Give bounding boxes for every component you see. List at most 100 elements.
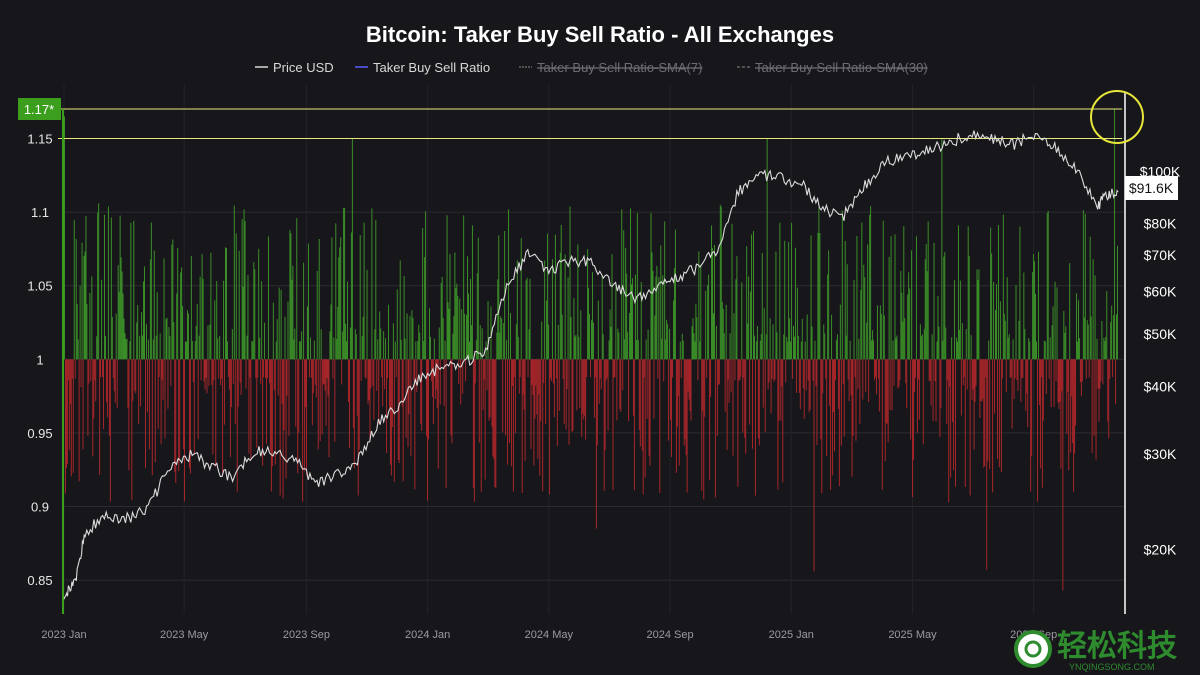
ratio-bar [900, 270, 902, 360]
ratio-bar [547, 233, 549, 360]
ratio-bar [377, 339, 379, 360]
ratio-bar [198, 335, 200, 360]
ratio-bar [690, 359, 692, 421]
ratio-bar [139, 336, 141, 360]
ratio-bar [310, 359, 312, 378]
legend-item-price[interactable]: Price USD [255, 60, 334, 75]
ratio-bar [148, 359, 150, 450]
ratio-bar [238, 250, 240, 360]
ratio-bar [761, 253, 763, 360]
ratio-bar [785, 359, 787, 383]
ratio-bar [1034, 261, 1036, 360]
ratio-bar [273, 359, 275, 391]
legend-item-ratio[interactable]: Taker Buy Sell Ratio [355, 60, 490, 75]
ratio-bar [413, 359, 415, 382]
ratio-bar [731, 223, 733, 360]
ratio-bar [722, 308, 724, 360]
ratio-bar [376, 359, 378, 391]
ratio-bar [887, 359, 889, 443]
ratio-bar [417, 340, 419, 360]
ratio-bar [421, 359, 423, 431]
highlight-circle [1090, 90, 1144, 144]
ratio-bar [766, 138, 768, 360]
reference-label-box [18, 98, 61, 121]
ratio-bar [488, 359, 490, 421]
ratio-bar [909, 288, 911, 360]
ratio-bar [532, 359, 534, 395]
ratio-bar [738, 359, 740, 381]
ratio-bar [498, 235, 500, 360]
ratio-bar [1000, 359, 1002, 473]
ratio-bar [510, 359, 512, 467]
ratio-bar [135, 359, 137, 394]
ratio-bar [500, 316, 502, 360]
ratio-bar [131, 359, 133, 501]
ratio-bar [926, 271, 928, 360]
ratio-bar [213, 359, 215, 381]
ratio-bar [491, 359, 493, 427]
ratio-bar [314, 359, 316, 385]
ratio-bar [1096, 338, 1098, 360]
ratio-bar [1095, 359, 1097, 460]
ratio-bar [833, 359, 835, 412]
ratio-bar [199, 276, 201, 360]
ratio-bar [486, 359, 488, 391]
ratio-bar [595, 359, 597, 529]
ratio-bar [655, 276, 657, 360]
ratio-bar [196, 304, 198, 360]
ratio-bar [246, 335, 248, 360]
ratio-bar [527, 359, 529, 378]
ratio-bar [383, 331, 385, 360]
ratio-bar [541, 321, 543, 360]
ratio-bar [564, 254, 566, 360]
ratio-bar [927, 221, 929, 360]
ratio-bar [936, 341, 938, 360]
ratio-bar [1004, 320, 1006, 360]
ratio-bar [677, 359, 679, 397]
ratio-bar [860, 289, 862, 360]
ratio-bar [633, 359, 635, 491]
ratio-bar [152, 339, 154, 360]
ratio-bar [429, 336, 431, 360]
ratio-bar [319, 359, 321, 442]
ratio-bar [627, 331, 629, 360]
ratio-bar [567, 277, 569, 360]
ratio-bar [266, 359, 268, 379]
ratio-bar [1111, 305, 1113, 360]
ratio-bar [560, 224, 562, 360]
price-line [63, 130, 1119, 600]
ratio-bar [767, 359, 769, 390]
ratio-bar [608, 340, 610, 360]
ratio-bar [211, 359, 213, 385]
ratio-bar [680, 359, 682, 379]
ratio-bar [933, 242, 935, 360]
ratio-bar [150, 222, 152, 360]
ratio-bar [739, 359, 741, 380]
ratio-bar [107, 206, 109, 360]
legend-label-sma30: Taker Buy Sell Ratio-SMA(30) [755, 60, 928, 75]
ratio-bar [490, 306, 492, 360]
ratio-bar [1020, 359, 1022, 403]
ratio-bar [711, 225, 713, 360]
ratio-bar [516, 260, 518, 360]
ratio-bar [160, 359, 162, 445]
ratio-bar [762, 359, 764, 408]
ratio-bar [237, 359, 239, 407]
ratio-bar [1117, 245, 1118, 360]
ratio-bar [858, 338, 860, 360]
legend-item-sma30[interactable]: Taker Buy Sell Ratio-SMA(30) [737, 60, 928, 75]
ratio-bar [978, 269, 980, 360]
ratio-bar [336, 338, 338, 360]
ratio-bar [179, 359, 181, 459]
ratio-bar [208, 359, 210, 387]
ratio-bar [232, 359, 234, 385]
left-tick-label-2: 1.05 [27, 279, 52, 294]
ratio-bar [952, 359, 954, 422]
ratio-bar [717, 359, 719, 386]
right-tick-label-6: $30K [1144, 446, 1177, 462]
ratio-bar [105, 359, 107, 403]
ratio-bar [476, 273, 478, 360]
ratio-bar [876, 305, 878, 360]
ratio-bar [159, 333, 161, 360]
legend-item-sma7[interactable]: Taker Buy Sell Ratio-SMA(7) [519, 60, 702, 75]
